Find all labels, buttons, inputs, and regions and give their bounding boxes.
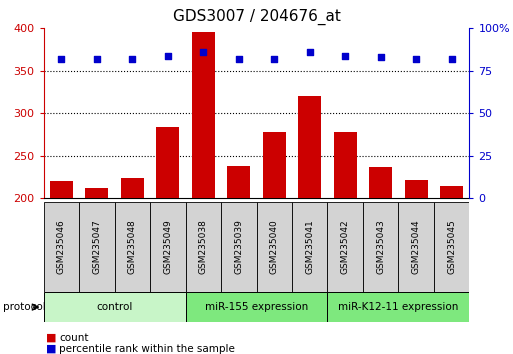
- Point: [270, 56, 279, 62]
- Text: GSM235047: GSM235047: [92, 219, 102, 274]
- Text: miR-K12-11 expression: miR-K12-11 expression: [338, 302, 459, 312]
- Bar: [79, 202, 114, 292]
- Bar: [121, 178, 144, 198]
- Bar: [50, 181, 73, 198]
- Text: percentile rank within the sample: percentile rank within the sample: [59, 344, 235, 354]
- Bar: [186, 292, 327, 322]
- Text: protocol: protocol: [3, 302, 45, 312]
- Bar: [227, 166, 250, 198]
- Bar: [186, 202, 221, 292]
- Bar: [434, 202, 469, 292]
- Bar: [85, 188, 108, 198]
- Bar: [221, 202, 256, 292]
- Bar: [114, 202, 150, 292]
- Bar: [44, 292, 186, 322]
- Text: GSM235045: GSM235045: [447, 219, 456, 274]
- Point: [447, 56, 456, 62]
- Bar: [263, 132, 286, 198]
- Point: [164, 53, 172, 58]
- Text: GSM235040: GSM235040: [270, 219, 279, 274]
- Bar: [156, 127, 180, 198]
- Bar: [327, 202, 363, 292]
- Bar: [150, 202, 186, 292]
- Bar: [192, 32, 215, 198]
- Bar: [327, 292, 469, 322]
- Text: miR-155 expression: miR-155 expression: [205, 302, 308, 312]
- Point: [128, 56, 136, 62]
- Point: [93, 56, 101, 62]
- Bar: [399, 202, 434, 292]
- Point: [57, 56, 66, 62]
- Text: GSM235046: GSM235046: [57, 219, 66, 274]
- Bar: [44, 202, 79, 292]
- Bar: [405, 181, 428, 198]
- Point: [306, 49, 314, 55]
- Bar: [333, 132, 357, 198]
- Text: count: count: [59, 333, 89, 343]
- Text: GSM235043: GSM235043: [376, 219, 385, 274]
- Bar: [292, 202, 327, 292]
- Point: [377, 55, 385, 60]
- Text: GDS3007 / 204676_at: GDS3007 / 204676_at: [172, 9, 341, 25]
- Point: [234, 56, 243, 62]
- Bar: [440, 186, 463, 198]
- Text: ■: ■: [46, 344, 56, 354]
- Point: [412, 56, 420, 62]
- Bar: [298, 96, 321, 198]
- Text: GSM235044: GSM235044: [411, 219, 421, 274]
- Text: control: control: [96, 302, 133, 312]
- Text: GSM235038: GSM235038: [199, 219, 208, 274]
- Text: ■: ■: [46, 333, 56, 343]
- Bar: [256, 202, 292, 292]
- Point: [199, 49, 207, 55]
- Point: [341, 53, 349, 58]
- Bar: [363, 202, 399, 292]
- Text: GSM235049: GSM235049: [163, 219, 172, 274]
- Text: GSM235039: GSM235039: [234, 219, 243, 274]
- Text: GSM235041: GSM235041: [305, 219, 314, 274]
- Bar: [369, 167, 392, 198]
- Text: GSM235042: GSM235042: [341, 219, 350, 274]
- Text: GSM235048: GSM235048: [128, 219, 137, 274]
